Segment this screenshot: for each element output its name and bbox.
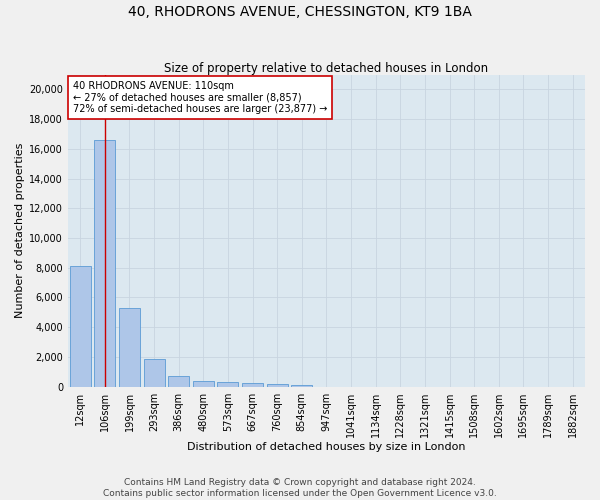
Bar: [217, 382, 238, 386]
Bar: [119, 308, 140, 386]
X-axis label: Distribution of detached houses by size in London: Distribution of detached houses by size …: [187, 442, 466, 452]
Bar: [168, 376, 189, 386]
Bar: [94, 140, 115, 386]
Bar: [70, 266, 91, 386]
Text: Contains HM Land Registry data © Crown copyright and database right 2024.
Contai: Contains HM Land Registry data © Crown c…: [103, 478, 497, 498]
Text: 40 RHODRONS AVENUE: 110sqm
← 27% of detached houses are smaller (8,857)
72% of s: 40 RHODRONS AVENUE: 110sqm ← 27% of deta…: [73, 80, 328, 114]
Title: Size of property relative to detached houses in London: Size of property relative to detached ho…: [164, 62, 488, 74]
Bar: [267, 384, 287, 386]
Bar: [143, 359, 164, 386]
Bar: [242, 384, 263, 386]
Bar: [292, 384, 312, 386]
Y-axis label: Number of detached properties: Number of detached properties: [15, 143, 25, 318]
Bar: [193, 381, 214, 386]
Text: 40, RHODRONS AVENUE, CHESSINGTON, KT9 1BA: 40, RHODRONS AVENUE, CHESSINGTON, KT9 1B…: [128, 5, 472, 19]
